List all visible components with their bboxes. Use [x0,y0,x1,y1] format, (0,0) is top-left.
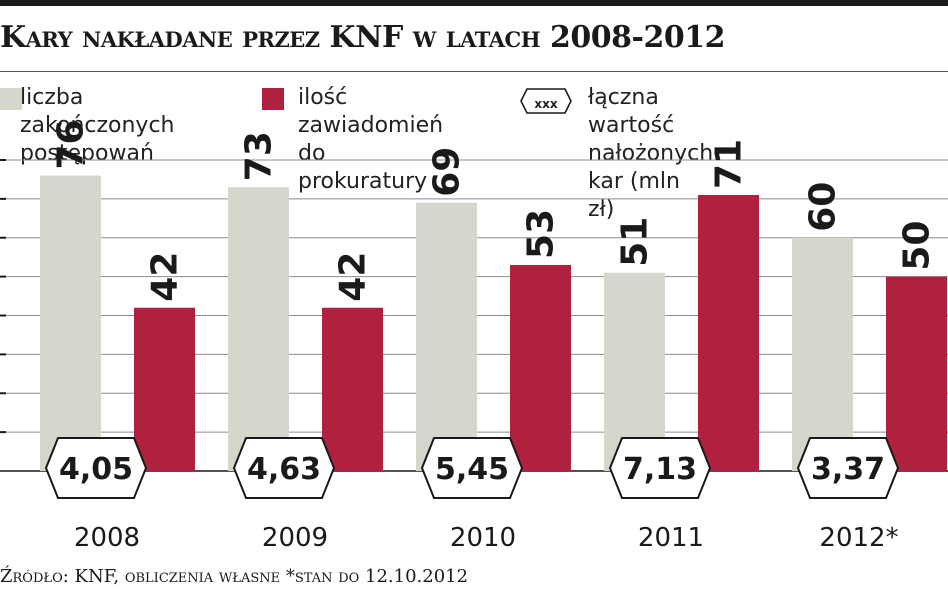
fines-hexagon [232,437,336,499]
fines-hexagon [796,437,900,499]
legend-swatch-red [262,88,284,110]
fines-hexagon [44,437,148,499]
bar-grey [40,175,101,472]
source-footnote: Źródło: KNF, obliczenia własne *stan do … [0,566,469,587]
bar-value-label: 42 [333,252,374,302]
title-rule [0,71,948,72]
legend-hexagon-icon [520,88,572,114]
bar-red [698,194,759,472]
bar-red [886,276,947,471]
legend-hexagon-symbol: xxx [534,97,558,111]
bar-grey [416,202,477,471]
xlabel-layer: 2008 2009 2010 2011 2012* [74,523,899,553]
top-rule [0,0,948,6]
x-tick-label: 2008 [74,523,140,553]
bar-value-label: 69 [427,147,468,197]
fines-value-label: 4,05 [59,452,133,487]
x-tick-label: 2011 [638,523,704,553]
x-tick-label: 2012* [819,523,898,553]
bar-value-label: 50 [897,221,938,271]
legend: liczba zakończonych postępowań ilość zaw… [0,84,948,222]
bar-value-label: 53 [521,209,562,259]
bar-grey [792,237,853,471]
bar-red [134,307,195,471]
legend-swatch-grey [0,88,22,110]
fines-hexagon [420,437,524,499]
fines-value-label: 3,37 [811,452,885,487]
bar-red [510,264,571,471]
x-tick-label: 2010 [450,523,516,553]
bar-value-label: 42 [145,252,186,302]
legend-label-fines: łączna wartość nałożonych kar (mln zł) [588,85,714,222]
fines-hexagon [608,437,712,499]
fines-value-label: 4,63 [247,452,321,487]
chart-title: Kary nakładane przez KNF w latach 2008-2… [0,20,725,55]
bar-value-label: 60 [803,182,844,232]
bar-layer [40,175,947,472]
bar-grey [228,187,289,471]
bar-value-label: 73 [239,131,280,181]
x-tick-label: 2009 [262,523,328,553]
hex-layer: 4,05 4,63 5,45 7,13 3,37 [44,437,900,499]
fines-value-label: 7,13 [623,452,697,487]
label-layer: 76 42 73 42 69 53 51 71 60 50 [51,119,938,301]
bar-value-label: 76 [51,119,92,169]
bar-red [322,307,383,471]
legend-label-grey: liczba zakończonych postępowań [20,85,175,166]
bar-value-label: 51 [615,217,656,267]
legend-label-red: ilość zawiadomień do prokuratury [298,85,444,194]
bar-value-label: 71 [709,139,750,189]
fines-value-label: 5,45 [435,452,509,487]
